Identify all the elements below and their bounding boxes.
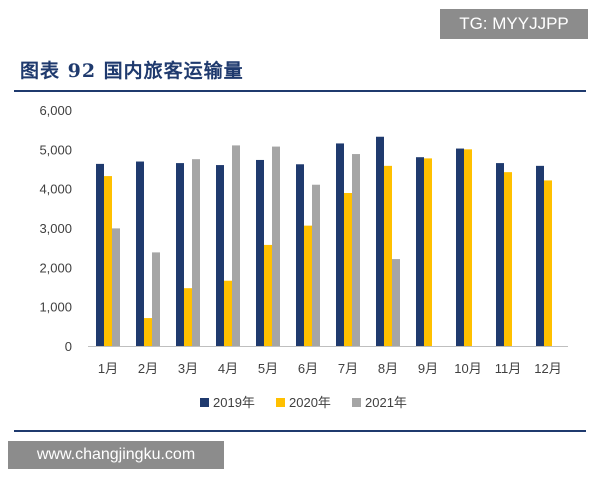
x-tick-label: 1月	[98, 361, 118, 376]
bar-2019年	[296, 164, 304, 346]
y-tick-label: 4,000	[39, 182, 72, 197]
bar-2019年	[176, 163, 184, 346]
legend-swatch	[276, 398, 285, 407]
x-tick-label: 7月	[338, 361, 358, 376]
x-tick-label: 2月	[138, 361, 158, 376]
bar-2020年	[224, 280, 232, 346]
bar-2020年	[544, 180, 552, 346]
bar-2020年	[104, 176, 112, 346]
y-tick-label: 0	[65, 339, 72, 354]
bar-2019年	[496, 163, 504, 346]
bar-2019年	[456, 148, 464, 346]
bar-2019年	[216, 165, 224, 346]
bar-2020年	[304, 225, 312, 346]
x-tick-label: 4月	[218, 361, 238, 376]
bar-2020年	[424, 158, 432, 346]
x-tick-label: 10月	[454, 361, 481, 376]
bar-2020年	[464, 149, 472, 346]
chart-title: 图表 92 国内旅客运输量	[20, 60, 244, 82]
legend-swatch	[352, 398, 361, 407]
bar-2021年	[312, 184, 320, 346]
bar-2020年	[504, 172, 512, 346]
bar-2019年	[416, 157, 424, 346]
footer-divider	[14, 430, 586, 432]
bar-2021年	[392, 259, 400, 346]
bar-2020年	[144, 318, 152, 346]
x-tick-label: 9月	[418, 361, 438, 376]
bar-2021年	[232, 145, 240, 346]
bar-2019年	[536, 165, 544, 346]
bar-2020年	[384, 165, 392, 346]
bar-2019年	[256, 159, 264, 346]
bar-2021年	[192, 159, 200, 346]
legend-label: 2020年	[289, 395, 331, 410]
title-divider	[14, 90, 586, 92]
bar-2019年	[136, 161, 144, 346]
bar-2020年	[344, 192, 352, 346]
x-tick-label: 3月	[178, 361, 198, 376]
x-tick-label: 11月	[495, 361, 522, 376]
bar-2021年	[112, 228, 120, 346]
legend-label: 2021年	[365, 395, 407, 410]
y-tick-label: 5,000	[39, 142, 72, 157]
bar-2021年	[272, 146, 280, 346]
legend-swatch	[200, 398, 209, 407]
y-tick-label: 6,000	[39, 103, 72, 118]
watermark-bottom: www.changjingku.com	[8, 441, 224, 469]
bar-2019年	[376, 136, 384, 346]
y-tick-label: 2,000	[39, 260, 72, 275]
x-tick-label: 12月	[534, 361, 561, 376]
bar-2021年	[352, 154, 360, 346]
y-tick-label: 1,000	[39, 300, 72, 315]
bar-2021年	[152, 252, 160, 346]
x-tick-label: 5月	[258, 361, 278, 376]
bar-2020年	[264, 244, 272, 346]
bar-2019年	[336, 143, 344, 346]
bar-2020年	[184, 288, 192, 346]
watermark-top: TG: MYYJJPP	[440, 9, 588, 39]
x-tick-label: 8月	[378, 361, 398, 376]
legend-label: 2019年	[213, 395, 255, 410]
x-tick-label: 6月	[298, 361, 318, 376]
y-tick-label: 3,000	[39, 221, 72, 236]
bar-2019年	[96, 163, 104, 346]
